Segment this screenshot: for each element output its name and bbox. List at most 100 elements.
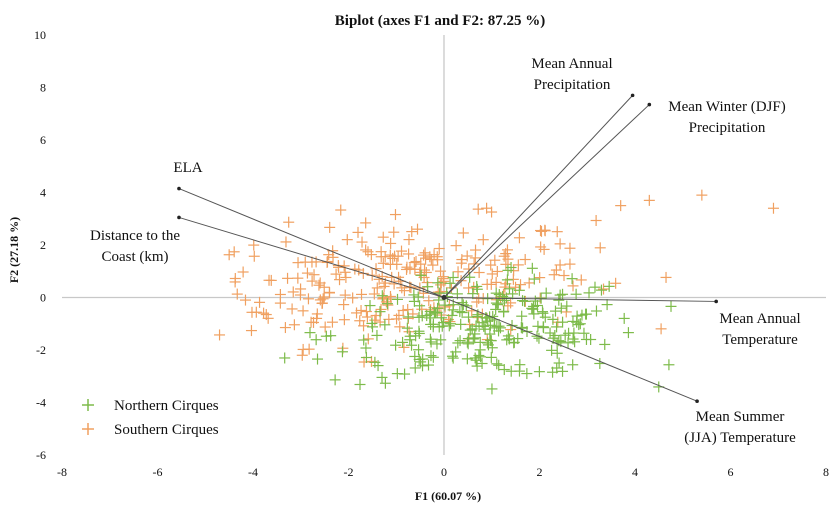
- data-point: [564, 242, 576, 254]
- data-point: [470, 354, 482, 366]
- data-point: [279, 352, 291, 364]
- data-point: [370, 263, 382, 275]
- data-point: [391, 368, 403, 380]
- data-point: [303, 343, 315, 355]
- vector-line: [178, 216, 445, 298]
- legend: Northern Cirques Southern Cirques: [82, 398, 219, 438]
- data-point: [498, 250, 510, 262]
- data-point: [239, 294, 251, 306]
- data-point: [463, 263, 475, 275]
- data-point: [389, 209, 401, 221]
- data-point: [441, 287, 453, 299]
- vector-label: Mean Winter (DJF): [668, 99, 785, 115]
- y-tick-label: -2: [36, 343, 46, 357]
- data-point: [527, 303, 539, 315]
- data-point: [408, 257, 420, 269]
- data-point: [361, 311, 373, 323]
- data-point: [229, 272, 241, 284]
- data-point: [406, 339, 418, 351]
- vector-line: [178, 188, 445, 298]
- data-point: [513, 232, 525, 244]
- chart-title: Biplot (axes F1 and F2: 87.25 %): [335, 13, 545, 29]
- data-point: [482, 339, 494, 351]
- data-point: [466, 323, 478, 335]
- data-point: [334, 274, 346, 286]
- data-point: [248, 250, 260, 262]
- data-point: [663, 359, 675, 371]
- data-point: [340, 271, 352, 283]
- data-point: [354, 378, 366, 390]
- data-point: [486, 383, 498, 395]
- data-point: [297, 305, 309, 317]
- data-point: [392, 250, 404, 262]
- data-point: [401, 322, 413, 334]
- data-point: [425, 336, 437, 348]
- data-point: [228, 246, 240, 258]
- data-point: [549, 329, 561, 341]
- data-point: [314, 277, 326, 289]
- data-point: [482, 337, 494, 349]
- data-point: [358, 320, 370, 332]
- data-point: [408, 295, 420, 307]
- data-point: [223, 249, 235, 261]
- data-point: [471, 360, 483, 372]
- data-point: [501, 274, 513, 286]
- data-point: [250, 306, 262, 318]
- data-point: [397, 304, 409, 316]
- data-point: [571, 310, 583, 322]
- data-point: [469, 332, 481, 344]
- data-point: [416, 310, 428, 322]
- data-point: [505, 261, 517, 273]
- vector-tip: [177, 215, 181, 220]
- data-point: [435, 334, 447, 346]
- data-point: [476, 358, 488, 370]
- data-point: [601, 299, 613, 311]
- data-point: [310, 334, 322, 346]
- data-point: [360, 352, 372, 364]
- data-point: [535, 225, 547, 237]
- data-point: [590, 305, 602, 317]
- data-point: [767, 202, 779, 214]
- vector-tip: [695, 399, 699, 403]
- data-point: [534, 272, 546, 284]
- data-point: [282, 272, 294, 284]
- data-point: [387, 252, 399, 264]
- data-point: [313, 279, 325, 291]
- loading-vectors: Mean Annual Precipitation Mean Winter (DJF…: [90, 56, 801, 446]
- data-point: [406, 226, 418, 238]
- data-point: [376, 270, 388, 282]
- data-point: [323, 286, 335, 298]
- data-point: [362, 333, 374, 345]
- data-point: [347, 292, 359, 304]
- vector-line: [443, 297, 698, 402]
- data-point: [583, 287, 595, 299]
- data-point: [417, 353, 429, 365]
- data-point: [452, 266, 464, 278]
- data-point: [557, 316, 569, 328]
- data-point: [427, 318, 439, 330]
- x-tick-label: 0: [441, 465, 447, 479]
- data-point: [615, 200, 627, 212]
- vector-tip: [177, 186, 181, 191]
- data-point: [595, 284, 607, 296]
- data-point: [385, 237, 397, 249]
- data-point: [535, 292, 547, 304]
- data-point: [454, 306, 466, 318]
- data-point: [304, 327, 316, 339]
- data-point: [567, 359, 579, 371]
- data-point: [314, 294, 326, 306]
- data-point: [371, 282, 383, 294]
- data-point: [557, 365, 569, 377]
- data-point: [425, 350, 437, 362]
- data-point: [540, 287, 552, 299]
- data-point: [471, 280, 483, 292]
- data-point: [414, 266, 426, 278]
- data-point: [445, 318, 457, 330]
- data-point: [356, 288, 368, 300]
- data-point: [471, 311, 483, 323]
- data-point: [435, 286, 447, 298]
- data-point: [473, 349, 485, 361]
- data-point: [599, 338, 611, 350]
- data-point: [312, 353, 324, 365]
- vector-line: [443, 104, 650, 298]
